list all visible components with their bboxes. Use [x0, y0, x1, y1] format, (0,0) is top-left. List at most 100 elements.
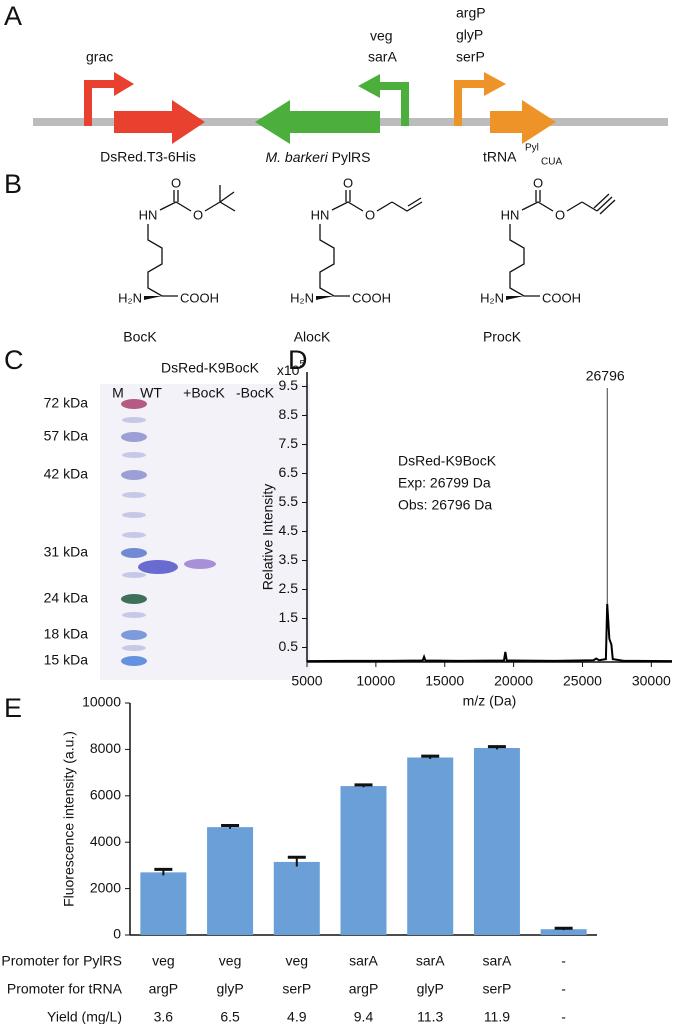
trna-subscript: CUA	[541, 157, 562, 168]
wedge	[144, 296, 162, 300]
wedge	[506, 296, 524, 300]
y-tick-label: 0.5	[279, 638, 299, 654]
atom-label: H₂N	[118, 290, 142, 305]
error-bar	[154, 867, 173, 876]
promoter-label: serP	[456, 49, 485, 65]
error-bar	[487, 745, 506, 750]
y-tick-label: 8000	[90, 740, 121, 756]
x-tick-label: 5000	[291, 673, 322, 689]
bond	[331, 201, 364, 212]
promoter-label: glyP	[456, 27, 483, 43]
bar	[273, 861, 320, 935]
lane-label: M	[112, 385, 124, 401]
error-bar	[287, 855, 306, 867]
ladder-band	[122, 572, 146, 578]
table-cell: sarA	[416, 953, 445, 969]
atom-label: HN	[501, 207, 520, 222]
bond	[147, 224, 178, 297]
bond	[391, 201, 423, 212]
peak-label: 26796	[586, 368, 625, 384]
bar-chart: 0 2000 4000 6000 8000 10000 Fluorescence inten…	[1, 694, 597, 1024]
atom-label: HN	[139, 207, 158, 222]
bar	[207, 827, 254, 935]
ladder-band	[121, 656, 147, 666]
atom-label: O	[171, 175, 181, 190]
bond	[599, 199, 616, 215]
x-tick-label: 30000	[632, 673, 671, 689]
ladder-band	[122, 645, 146, 651]
molecule-name: ProcK	[483, 329, 522, 345]
table-cell: sarA	[483, 953, 512, 969]
y-tick-label: 0	[113, 926, 121, 942]
gene-label: M. barkeri PylRS	[265, 149, 370, 165]
ladder-band	[122, 512, 146, 518]
ladder-band	[121, 548, 147, 558]
bar	[473, 748, 520, 935]
bond	[566, 201, 583, 212]
marker-label: 15 kDa	[44, 652, 89, 668]
ladder-band	[121, 432, 147, 442]
promoter-label: veg	[370, 28, 393, 44]
atom-label: COOH	[180, 290, 219, 305]
y-tick-label: 5.5	[279, 493, 299, 509]
table-cell: sarA	[349, 953, 378, 969]
atom-label: O	[343, 175, 353, 190]
construct-diagram: grac veg sarA argP glyP serP DsRed.T3-6H…	[33, 5, 668, 168]
bar	[140, 872, 187, 935]
error-bar	[554, 926, 573, 931]
table-cell: 4.9	[287, 1009, 307, 1024]
table-cell: -	[561, 1009, 566, 1024]
annotation: Exp: 26799 Da	[398, 475, 491, 491]
table-cell: -	[561, 953, 566, 969]
exponent: 5	[299, 359, 305, 370]
marker-label: 31 kDa	[44, 544, 89, 560]
table-cell: argP	[349, 981, 379, 997]
panel-letter: B	[4, 169, 22, 199]
panel-letter: E	[4, 693, 22, 723]
row-label: Promoter for tRNA	[7, 981, 123, 997]
ladder-band	[122, 612, 146, 618]
lane-label: +BocK	[183, 385, 225, 401]
table-cell: 11.3	[417, 1009, 443, 1024]
y-tick-label: 2.5	[279, 580, 299, 596]
bar	[540, 929, 587, 935]
y-tick-label: 6000	[90, 787, 121, 803]
molecule-name: BocK	[123, 329, 157, 345]
y-axis-title: Fluorescence intensity (a.u.)	[61, 731, 77, 907]
ladder-band	[121, 399, 147, 409]
y-multiplier: x105	[277, 359, 306, 378]
x-axis-title: m/z (Da)	[463, 693, 517, 709]
x-tick-label: 20000	[494, 673, 533, 689]
panel-letter: A	[4, 1, 22, 31]
table-cell: glyP	[216, 981, 243, 997]
error-bar	[221, 823, 240, 829]
ladder-band	[121, 594, 147, 604]
table-cell: serP	[483, 981, 512, 997]
panel-letter: D	[288, 345, 308, 375]
marker-label: 42 kDa	[44, 466, 89, 482]
atom-label: O	[533, 175, 543, 190]
ladder-band	[122, 417, 146, 423]
bond	[509, 224, 540, 297]
y-tick-label: 3.5	[279, 551, 299, 567]
promoter-label: grac	[86, 49, 113, 65]
promoter-head	[358, 74, 380, 98]
bond	[581, 201, 598, 212]
bond	[521, 201, 554, 212]
spectrum-line	[306, 603, 673, 663]
bar	[340, 786, 387, 935]
gene-arrow	[490, 100, 556, 144]
bond	[593, 193, 610, 209]
gene: PylRS	[332, 149, 371, 165]
atom-label: O	[365, 207, 375, 222]
lane-label: -BocK	[236, 385, 275, 401]
y-tick-label: 8.5	[279, 406, 299, 422]
table-cell: 9.4	[354, 1009, 374, 1024]
ladder-band	[122, 532, 146, 538]
ladder-band	[121, 630, 147, 640]
gene-arrow	[114, 100, 205, 144]
promoter-arrow	[84, 80, 116, 126]
ladder-band	[121, 470, 147, 480]
promoter-label: argP	[456, 5, 486, 21]
